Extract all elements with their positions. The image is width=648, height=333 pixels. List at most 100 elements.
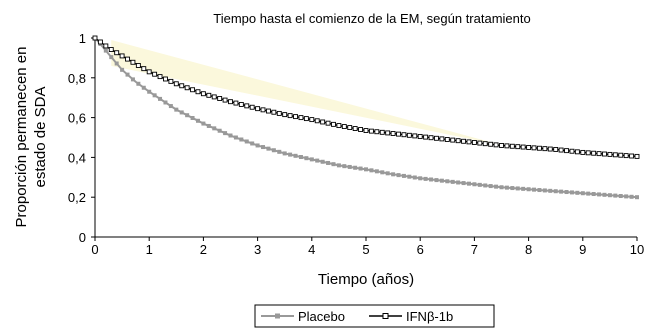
placebo-point [141,85,146,90]
ifn-point [200,91,206,97]
placebo-point [477,182,482,187]
placebo-point [591,192,596,197]
placebo-point [336,163,341,168]
placebo-point [499,185,504,190]
ifn-point [287,113,293,119]
ifn-point [547,146,553,152]
ifn-point [488,141,494,147]
ifn-point [509,143,515,149]
ifn-point [152,71,158,77]
ifn-point [119,53,125,59]
placebo-point [158,96,163,101]
placebo-point [120,67,125,72]
placebo-point [114,61,119,66]
ifn-point [396,131,401,137]
placebo-point [298,155,303,160]
placebo-point [185,113,190,118]
ifn-point [125,56,130,62]
ifn-point [531,145,537,151]
placebo-point [553,189,558,194]
placebo-point [261,145,266,150]
placebo-point [152,93,157,98]
ifn-point [406,132,412,138]
placebo-point [342,164,347,169]
x-tick-label: 0 [91,242,98,257]
placebo-point [564,190,569,195]
y-tick-label: 0,8 [68,71,86,86]
ifn-point [222,97,228,103]
placebo-point [450,179,455,184]
ifn-point [461,138,467,144]
placebo-point [374,169,379,174]
placebo-point [401,173,406,178]
axes [91,36,638,241]
ifn-point [385,130,391,136]
y-tick-label: 1 [79,31,86,46]
placebo-point [575,190,580,195]
ifn-point [444,137,450,142]
placebo-point [569,190,574,195]
ifn-point [499,143,504,148]
placebo-point [331,162,336,167]
placebo-point [136,81,141,86]
placebo-point [461,181,466,186]
ifn-point [482,141,488,147]
placebo-point [163,100,168,105]
ifn-point [553,146,559,152]
placebo-point [239,137,244,142]
ifn-point [309,117,315,123]
series-placebo [93,36,639,200]
x-tick-label: 10 [630,242,644,257]
ifn-point [341,124,347,130]
placebo-point [358,166,363,171]
chart-title: Tiempo hasta el comienzo de la EM, según… [213,11,530,26]
y-tick-label: 0,4 [68,150,86,165]
placebo-point [635,195,639,200]
placebo-point [418,176,423,181]
ifn-point [276,110,282,116]
placebo-point [217,128,222,133]
placebo-point [125,72,130,77]
ifn-point [173,81,179,87]
placebo-point [445,179,450,184]
x-tick-label: 8 [525,242,532,257]
y-axis-title-line-2: estado de SDA [32,87,49,188]
ifn-point [135,63,141,68]
legend-ifn-label: IFNβ-1b [406,309,453,324]
placebo-point [483,183,488,188]
ifn-point [401,132,407,138]
ifn-point [168,78,174,84]
x-tick-label: 1 [146,242,153,257]
placebo-point [385,171,390,176]
ifn-point [347,125,353,131]
ifn-point [146,69,152,75]
placebo-point [407,174,412,179]
ifn-point [477,140,483,146]
ifn-point [574,149,580,155]
ifn-point [634,153,640,159]
placebo-point [309,157,314,162]
ifn-point [244,103,250,109]
placebo-point [223,131,228,136]
ifn-point [320,119,326,125]
ifn-point [520,144,526,150]
x-tick-label: 4 [308,242,315,257]
placebo-point [412,175,417,180]
y-tick-label: 0,6 [68,111,86,126]
ifn-point [298,115,304,121]
legend-placebo-marker [275,313,280,319]
placebo-point [629,194,634,199]
ifn-point [439,136,445,142]
ifn-point [303,116,309,122]
placebo-point [607,193,612,198]
ifn-point [428,135,434,141]
ifn-point [358,127,364,132]
ifn-point [352,126,358,131]
placebo-point [526,187,531,192]
ifn-point [255,106,261,112]
placebo-point [542,188,547,193]
ifn-point [536,145,542,151]
ifn-point [493,142,499,148]
ifn-point [564,148,569,154]
